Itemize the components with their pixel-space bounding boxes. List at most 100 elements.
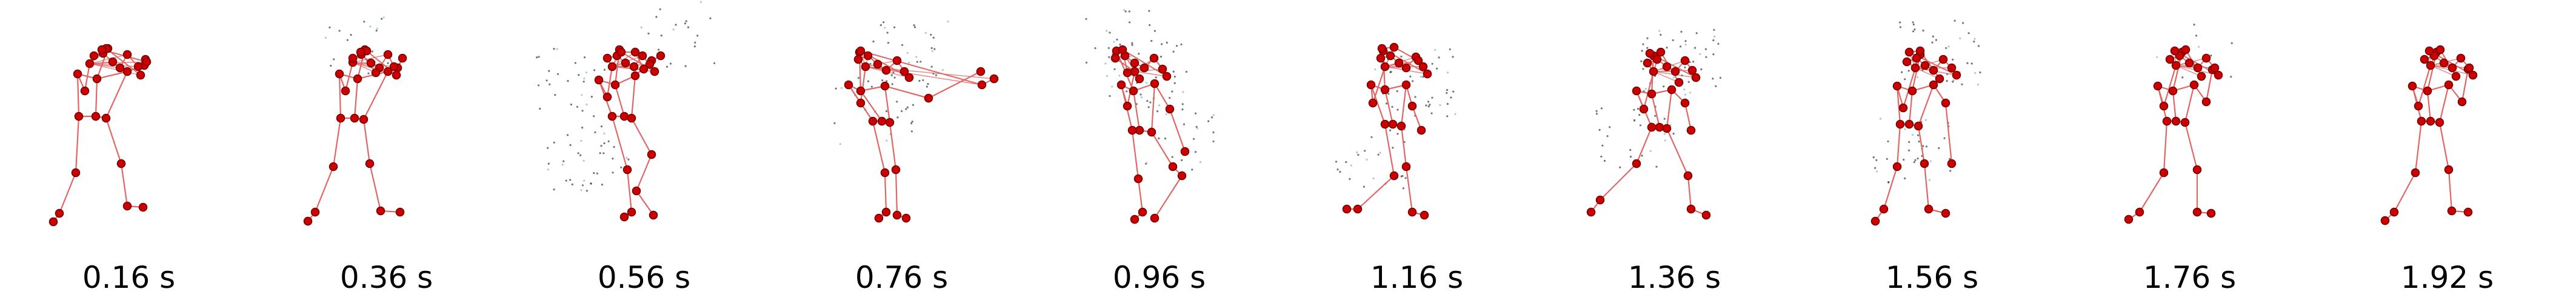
hand-joint	[904, 73, 914, 82]
scatter-point	[1339, 171, 1341, 173]
hand-joint	[639, 64, 649, 74]
skeleton-bone	[332, 118, 342, 167]
scatter-point	[1422, 76, 1424, 78]
hand-joint	[2210, 63, 2220, 73]
skeleton-joint	[2189, 80, 2199, 90]
scatter-point	[1609, 126, 1611, 128]
hand-link	[89, 54, 128, 64]
skeleton-joint	[341, 86, 350, 96]
scatter-point	[369, 25, 372, 28]
scatter-point	[1649, 150, 1652, 152]
scatter-point	[675, 24, 677, 26]
scatter-point	[1392, 147, 1394, 149]
scatter-point	[1908, 141, 1910, 143]
scatter-point	[371, 50, 373, 53]
scatter-point	[1402, 187, 1404, 190]
scatter-point	[1717, 42, 1720, 45]
hand-joint	[1130, 58, 1140, 68]
scatter-point	[1181, 159, 1183, 161]
scatter-point	[1414, 96, 1416, 98]
scatter-point	[1185, 70, 1188, 73]
scatter-point	[1173, 82, 1176, 84]
scatter-point	[582, 81, 585, 83]
scatter-point	[1666, 47, 1668, 49]
skeleton-bone	[2394, 172, 2416, 213]
skeleton-joint	[1368, 98, 1378, 108]
hand-link	[1915, 67, 1940, 79]
scatter-point	[906, 52, 909, 54]
scatter-point	[1705, 56, 1707, 58]
hand-joint	[629, 62, 639, 72]
hand-joint	[2439, 58, 2449, 68]
skeleton-joint	[901, 213, 911, 223]
scatter-point	[1920, 121, 1923, 123]
scatter-point	[593, 115, 595, 118]
scatter-point	[1938, 147, 1940, 150]
scatter-point	[1085, 18, 1087, 20]
scatter-point	[1966, 62, 1969, 64]
hand-joint	[371, 68, 381, 78]
skeleton-joint	[1910, 63, 1920, 73]
skeleton-joint	[2407, 81, 2417, 91]
scatter-point	[1886, 158, 1888, 160]
scatter-point	[1436, 67, 1438, 70]
hand-joint	[1938, 55, 1948, 64]
scatter-point	[1148, 10, 1150, 12]
scatter-point	[1446, 102, 1449, 105]
scatter-point	[567, 80, 569, 82]
skeleton-bone	[105, 71, 128, 119]
skeleton-joint	[856, 98, 866, 108]
skeleton-joint	[1929, 80, 1938, 90]
scatter-point	[1954, 19, 1956, 22]
scatter-point	[924, 32, 927, 34]
skeleton-bone	[1917, 125, 1926, 164]
hand-joint	[115, 63, 125, 73]
skeleton-joint	[602, 92, 612, 102]
skeleton-joint	[2159, 101, 2169, 111]
scatter-point	[1633, 119, 1636, 121]
skeleton-joint	[877, 116, 887, 126]
scatter-point	[867, 80, 870, 82]
skeleton-joint	[376, 206, 385, 216]
skeleton-joint	[1686, 125, 1696, 135]
skeleton-bone	[630, 75, 636, 119]
skeleton-joint	[1396, 121, 1406, 131]
scatter-point	[381, 18, 383, 20]
scatter-point	[1595, 110, 1598, 112]
scatter-point	[1427, 105, 1430, 108]
scatter-point	[872, 40, 875, 43]
skeleton-bone	[1650, 93, 1661, 128]
skeleton-bone	[1643, 71, 1655, 110]
hand-joint	[863, 51, 873, 61]
skeleton-joint	[881, 207, 891, 217]
scatter-point	[561, 164, 564, 166]
skeleton-joint	[861, 62, 870, 72]
scatter-point	[672, 28, 675, 31]
hand-joint	[1902, 57, 1912, 67]
skeleton-joint	[1941, 98, 1950, 108]
scatter-point	[1107, 47, 1110, 49]
hand-link	[2175, 65, 2202, 77]
scatter-point	[1434, 48, 1436, 51]
skeleton-joint	[101, 113, 111, 123]
scatter-point	[684, 65, 687, 67]
skeleton-bone	[1600, 163, 1637, 201]
scatter-point	[1146, 100, 1149, 102]
scatter-point	[1899, 26, 1901, 28]
scatter-point	[931, 50, 933, 52]
skeleton-joint	[1380, 85, 1390, 95]
hand-joint	[630, 47, 640, 57]
hand-joint	[383, 50, 393, 59]
hand-joint	[1162, 72, 1172, 81]
scatter-point	[932, 36, 935, 39]
scatter-point	[1917, 157, 1919, 160]
hand-joint	[1386, 51, 1395, 61]
scatter-point	[1874, 167, 1877, 169]
skeleton-joint	[92, 74, 102, 84]
hand-joint	[2170, 46, 2180, 56]
skeleton-bone	[2448, 169, 2453, 211]
skeleton-joint	[336, 113, 345, 123]
scatter-point	[627, 158, 630, 161]
scatter-point	[1210, 116, 1213, 119]
scatter-point	[1694, 47, 1697, 49]
